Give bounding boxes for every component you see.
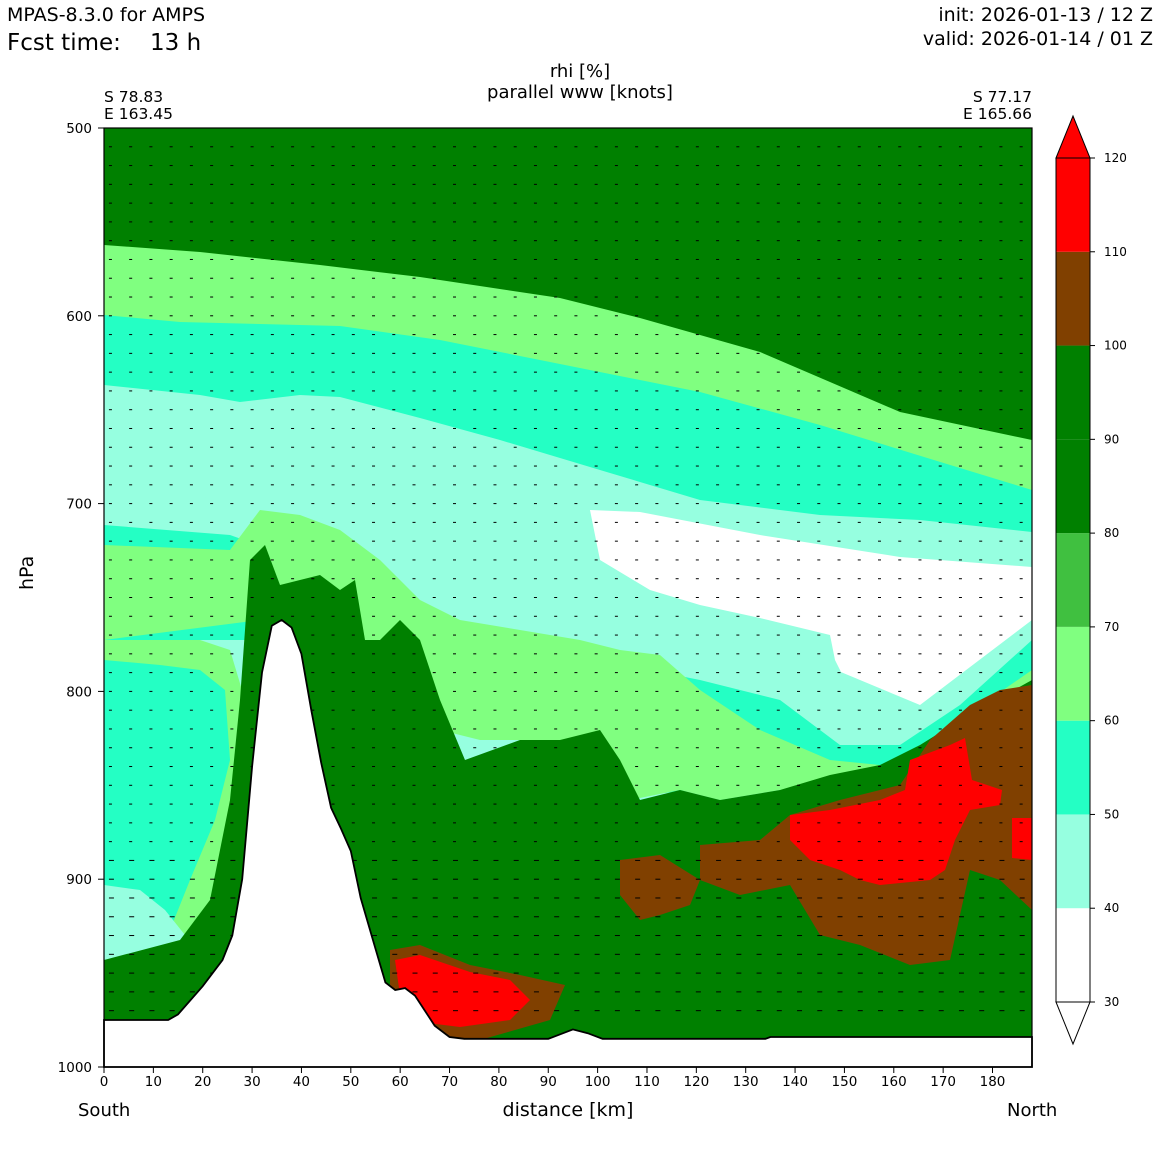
rhi-band-gt110-small bbox=[1012, 818, 1032, 860]
colorbar-tick-label: 40 bbox=[1104, 901, 1119, 915]
terrain-profile bbox=[103, 618, 1033, 1068]
y-tick-label: 600 bbox=[66, 309, 92, 325]
colorbar-tick-label: 120 bbox=[1104, 151, 1127, 165]
forecast-time-label: Fcst time: bbox=[7, 30, 121, 56]
valid-time: valid: 2026-01-14 / 01 Z bbox=[922, 28, 1153, 50]
rhi-field bbox=[104, 128, 1032, 1067]
colorbar-extend-top bbox=[1055, 114, 1091, 159]
colorbar: 30 40 50 60 70 80 90 100 110 120 bbox=[1055, 114, 1127, 1046]
y-tick-label: 800 bbox=[66, 684, 92, 700]
colorbar-extend-bottom bbox=[1055, 1001, 1091, 1046]
y-tick-label: 500 bbox=[66, 121, 92, 137]
x-tick-label: 80 bbox=[490, 1074, 507, 1090]
forecast-time-value: 13 h bbox=[150, 30, 202, 56]
wind-arrows bbox=[108, 146, 1025, 1012]
x-tick-label: 100 bbox=[585, 1074, 611, 1090]
right-endpoint-lon: E 165.66 bbox=[963, 105, 1032, 123]
x-tick-label: 180 bbox=[980, 1074, 1006, 1090]
colorbar-tick-label: 80 bbox=[1104, 526, 1119, 540]
colorbar-tick-label: 50 bbox=[1104, 807, 1119, 821]
colorbar-segment bbox=[1056, 251, 1090, 346]
chart-title-rhi: rhi [%] bbox=[549, 61, 611, 82]
rhi-band-gt110-right bbox=[790, 738, 1002, 885]
colorbar-tick-label: 90 bbox=[1104, 432, 1119, 446]
chart-title-wind: parallel www [knots] bbox=[487, 82, 673, 103]
x-tick-label: 0 bbox=[100, 1074, 109, 1090]
x-axis-label: distance [km] bbox=[502, 1099, 634, 1121]
x-tick-label: 20 bbox=[194, 1074, 211, 1090]
x-tick-label: 50 bbox=[342, 1074, 359, 1090]
left-endpoint-lat: S 78.83 bbox=[104, 88, 164, 106]
y-axis: 500 600 700 800 900 1000 bbox=[58, 121, 104, 1076]
x-tick-label: 160 bbox=[881, 1074, 907, 1090]
x-tick-label: 90 bbox=[540, 1074, 557, 1090]
plot-frame bbox=[103, 127, 1033, 1068]
colorbar-tick-label: 60 bbox=[1104, 714, 1119, 728]
rhi-left-50-60 bbox=[104, 660, 230, 960]
x-tick-label: 60 bbox=[392, 1074, 409, 1090]
x-tick-label: 110 bbox=[634, 1074, 660, 1090]
x-tick-label: 30 bbox=[243, 1074, 260, 1090]
x-tick-label: 150 bbox=[832, 1074, 858, 1090]
direction-north: North bbox=[1007, 1100, 1058, 1121]
colorbar-tick-label: 100 bbox=[1104, 339, 1127, 353]
x-tick-label: 130 bbox=[733, 1074, 759, 1090]
rhi-band-lt40 bbox=[590, 510, 1032, 730]
y-tick-label: 1000 bbox=[58, 1060, 92, 1076]
colorbar-segment bbox=[1056, 158, 1090, 252]
colorbar-segment bbox=[1056, 814, 1090, 909]
right-endpoint-lat: S 77.17 bbox=[972, 88, 1032, 106]
colorbar-segment bbox=[1056, 439, 1090, 534]
colorbar-tick-label: 30 bbox=[1104, 995, 1119, 1009]
colorbar-tick-label: 110 bbox=[1104, 245, 1127, 259]
colorbar-tick-label: 70 bbox=[1104, 620, 1119, 634]
x-tick-label: 170 bbox=[930, 1074, 956, 1090]
rhi-band-gt110-bottom bbox=[395, 955, 530, 1027]
x-axis: 0 10 20 30 40 50 60 70 80 90 100 110 120 130 140 150 160… bbox=[100, 1067, 1006, 1090]
rhi-band-100-110-mid bbox=[620, 855, 700, 920]
x-tick-label: 10 bbox=[145, 1074, 162, 1090]
rhi-lower-60-70 bbox=[104, 510, 1032, 800]
x-tick-label: 70 bbox=[441, 1074, 458, 1090]
y-axis-label: hPa bbox=[16, 555, 38, 590]
x-tick-label: 140 bbox=[782, 1074, 808, 1090]
colorbar-segment bbox=[1056, 720, 1090, 815]
y-tick-label: 700 bbox=[66, 497, 92, 513]
x-tick-label: 40 bbox=[293, 1074, 310, 1090]
colorbar-segment bbox=[1056, 533, 1090, 627]
colorbar-segment bbox=[1056, 345, 1090, 440]
model-title: MPAS-8.3.0 for AMPS bbox=[7, 4, 206, 26]
colorbar-segment bbox=[1056, 908, 1090, 1002]
direction-south: South bbox=[78, 1100, 131, 1121]
colorbar-frame bbox=[1055, 157, 1091, 1003]
x-tick-label: 120 bbox=[683, 1074, 709, 1090]
left-endpoint-lon: E 163.45 bbox=[104, 105, 173, 123]
colorbar-segment bbox=[1056, 626, 1090, 721]
y-tick-label: 900 bbox=[66, 872, 92, 888]
init-time: init: 2026-01-13 / 12 Z bbox=[938, 4, 1153, 26]
